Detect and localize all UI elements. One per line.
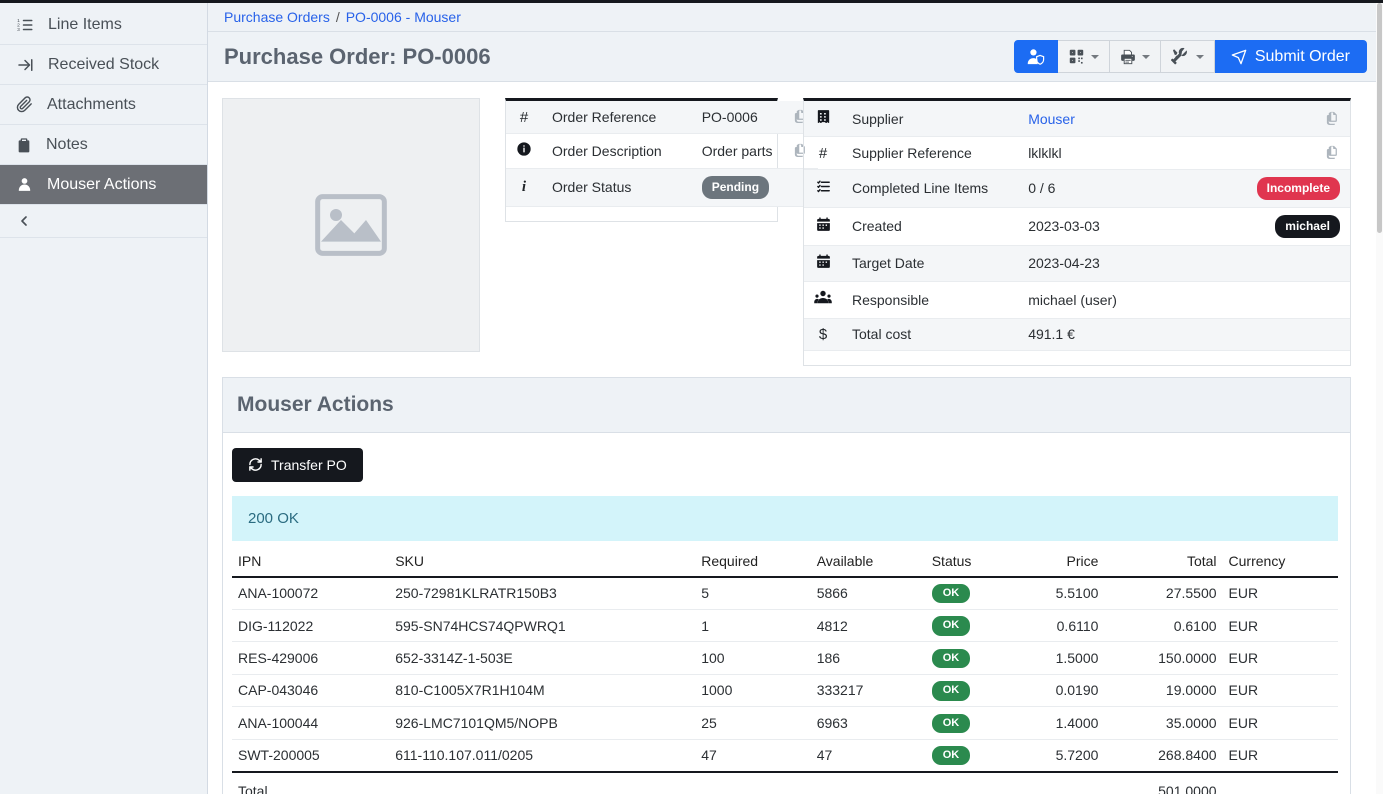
svg-text:3: 3 (17, 27, 20, 33)
